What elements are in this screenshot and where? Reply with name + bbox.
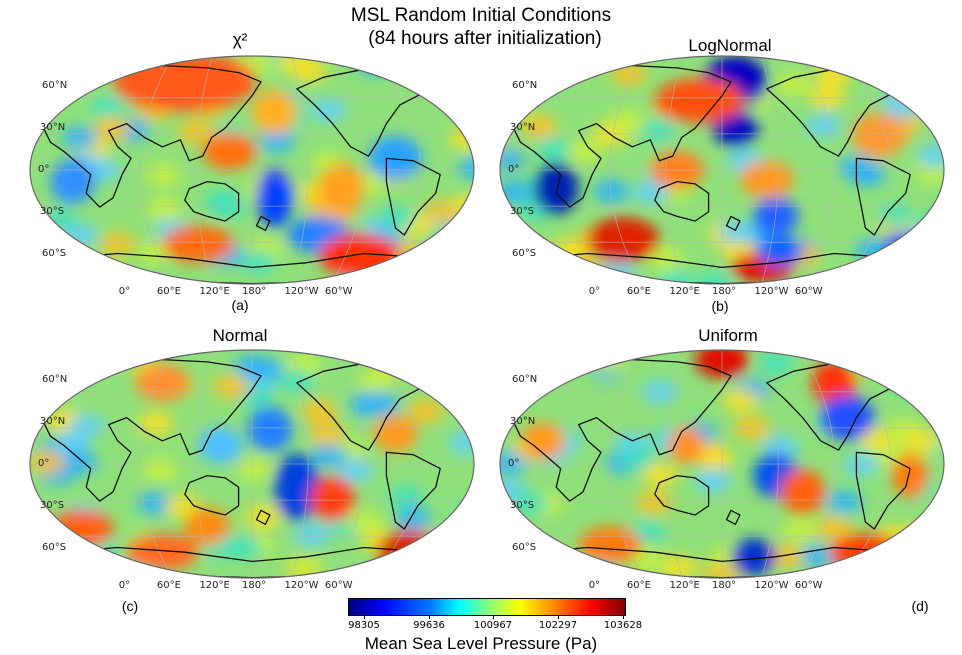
longitude-label: 120°W xyxy=(284,580,319,591)
colorbar-label: Mean Sea Level Pressure (Pa) xyxy=(364,634,598,653)
longitude-label: 60°W xyxy=(794,580,823,591)
longitude-label: 120°W xyxy=(754,580,789,591)
longitude-label: 60°E xyxy=(156,580,181,591)
panel-c-map xyxy=(29,349,475,579)
colorbar-tick-label: 102297 xyxy=(538,620,578,631)
colorbar-tick xyxy=(493,615,494,619)
colorbar-tick-label: 100967 xyxy=(473,620,513,631)
longitude-label: 0° xyxy=(588,580,601,591)
longitude-label: 120°W xyxy=(754,286,789,297)
latitude-label: 60°N xyxy=(512,80,538,92)
panel-d-map xyxy=(499,349,945,579)
longitude-label: 60°W xyxy=(794,286,823,297)
longitude-label: 120°E xyxy=(199,286,230,297)
colorbar-tick-label: 98305 xyxy=(348,620,380,631)
panel-a-map xyxy=(29,55,475,285)
latitude-label: 60°S xyxy=(42,541,67,553)
colorbar-tick-label: 103628 xyxy=(603,620,643,631)
longitude-label: 180° xyxy=(242,286,267,297)
longitude-label: 120°E xyxy=(669,286,700,297)
latitude-label: 60°S xyxy=(512,247,537,259)
longitude-label: 0° xyxy=(118,580,131,591)
longitude-label: 60°W xyxy=(324,580,353,591)
colorbar xyxy=(348,598,626,616)
panel-b-map xyxy=(499,55,945,285)
latitude-label: 30°N xyxy=(40,416,66,428)
colorbar-tick-label: 99636 xyxy=(413,620,445,631)
longitude-label: 180° xyxy=(712,286,737,297)
colorbar-tick xyxy=(429,615,430,619)
latitude-label: 0° xyxy=(38,458,50,469)
longitude-label: 0° xyxy=(118,286,131,297)
latitude-label: 30°N xyxy=(40,122,66,134)
longitude-label: 120°W xyxy=(284,286,319,297)
figure-subtitle: (84 hours after initialization) xyxy=(368,28,602,49)
panel-d-title: Uniform xyxy=(698,326,758,345)
longitude-label: 60°E xyxy=(626,580,651,591)
longitude-label: 120°E xyxy=(199,580,230,591)
longitude-label: 120°E xyxy=(669,580,700,591)
longitude-label: 60°E xyxy=(156,286,181,297)
panel-b-title: LogNormal xyxy=(688,36,772,55)
longitude-label: 60°W xyxy=(324,286,353,297)
latitude-label: 30°S xyxy=(510,205,535,217)
latitude-label: 30°S xyxy=(40,499,65,511)
latitude-label: 60°S xyxy=(42,247,67,259)
panel-d-label: (d) xyxy=(911,598,929,614)
latitude-label: 30°S xyxy=(40,205,65,217)
panel-a-title: χ² xyxy=(232,30,248,49)
latitude-label: 30°N xyxy=(510,122,536,134)
panel-a-label: (a) xyxy=(231,297,249,313)
longitude-label: 180° xyxy=(712,580,737,591)
figure-title: MSL Random Initial Conditions xyxy=(350,5,612,26)
latitude-label: 30°S xyxy=(510,499,535,511)
latitude-label: 60°N xyxy=(512,374,538,386)
latitude-label: 60°N xyxy=(42,80,68,92)
latitude-label: 60°S xyxy=(512,541,537,553)
panel-c-title: Normal xyxy=(212,326,268,345)
colorbar-tick xyxy=(623,615,624,619)
latitude-label: 30°N xyxy=(510,416,536,428)
longitude-label: 0° xyxy=(588,286,601,297)
latitude-label: 60°N xyxy=(42,374,68,386)
latitude-label: 0° xyxy=(508,458,520,469)
colorbar-tick xyxy=(364,615,365,619)
panel-c-label: (c) xyxy=(121,598,139,614)
panel-b-label: (b) xyxy=(711,298,729,314)
latitude-label: 0° xyxy=(38,164,50,175)
latitude-label: 0° xyxy=(508,164,520,175)
longitude-label: 60°E xyxy=(626,286,651,297)
longitude-label: 180° xyxy=(242,580,267,591)
colorbar-tick xyxy=(558,615,559,619)
